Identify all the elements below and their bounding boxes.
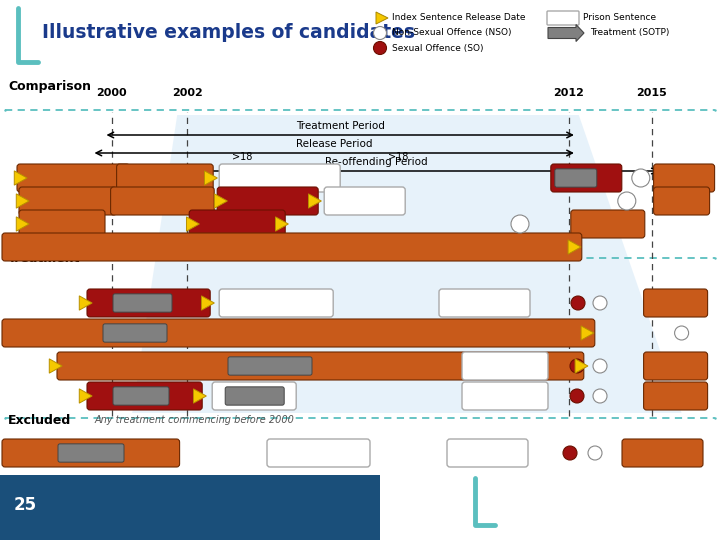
- Ellipse shape: [593, 359, 607, 373]
- Polygon shape: [132, 115, 682, 413]
- FancyBboxPatch shape: [447, 439, 528, 467]
- Polygon shape: [49, 359, 62, 373]
- Ellipse shape: [675, 326, 688, 340]
- Text: 25: 25: [14, 496, 37, 514]
- FancyBboxPatch shape: [551, 164, 622, 192]
- FancyBboxPatch shape: [219, 164, 341, 192]
- Ellipse shape: [588, 446, 602, 460]
- Ellipse shape: [374, 42, 387, 55]
- FancyBboxPatch shape: [87, 382, 202, 410]
- Text: Any treatment commencing before 2000: Any treatment commencing before 2000: [95, 415, 295, 425]
- FancyBboxPatch shape: [462, 382, 548, 410]
- Polygon shape: [17, 217, 29, 231]
- FancyBboxPatch shape: [57, 352, 584, 380]
- FancyBboxPatch shape: [622, 439, 703, 467]
- Text: ≤18: ≤18: [232, 179, 253, 189]
- Polygon shape: [186, 217, 199, 231]
- Text: Non-Sexual Offence (NSO): Non-Sexual Offence (NSO): [392, 29, 511, 37]
- Polygon shape: [194, 389, 207, 403]
- FancyBboxPatch shape: [19, 210, 105, 238]
- FancyBboxPatch shape: [87, 289, 210, 317]
- FancyBboxPatch shape: [654, 187, 710, 215]
- Text: incomplete treatment: incomplete treatment: [266, 336, 374, 346]
- Text: Re-offending Period: Re-offending Period: [325, 157, 428, 167]
- FancyBboxPatch shape: [462, 352, 548, 380]
- Text: 2002: 2002: [172, 88, 202, 98]
- Text: >18: >18: [388, 152, 408, 162]
- FancyBboxPatch shape: [2, 439, 179, 467]
- FancyBboxPatch shape: [439, 289, 530, 317]
- Text: Treatment: Treatment: [8, 252, 81, 265]
- Text: 2012: 2012: [554, 88, 584, 98]
- Text: Treatment Period: Treatment Period: [296, 121, 384, 131]
- Ellipse shape: [563, 446, 577, 460]
- Polygon shape: [568, 240, 581, 254]
- FancyBboxPatch shape: [644, 352, 708, 380]
- Polygon shape: [79, 389, 92, 403]
- Polygon shape: [548, 24, 584, 42]
- FancyBboxPatch shape: [571, 210, 645, 238]
- Text: 2015: 2015: [636, 88, 667, 98]
- Ellipse shape: [570, 389, 584, 403]
- Text: Excluded: Excluded: [8, 414, 71, 427]
- FancyBboxPatch shape: [103, 324, 167, 342]
- Ellipse shape: [632, 169, 650, 187]
- Polygon shape: [308, 194, 321, 208]
- Text: Index Sentence Release Date: Index Sentence Release Date: [392, 14, 526, 23]
- FancyBboxPatch shape: [111, 187, 215, 215]
- FancyBboxPatch shape: [2, 319, 595, 347]
- Ellipse shape: [570, 359, 584, 373]
- FancyBboxPatch shape: [324, 187, 405, 215]
- FancyBboxPatch shape: [2, 233, 582, 261]
- Ellipse shape: [511, 215, 529, 233]
- FancyBboxPatch shape: [117, 164, 213, 192]
- Text: 2000: 2000: [96, 88, 127, 98]
- FancyBboxPatch shape: [555, 169, 597, 187]
- Polygon shape: [376, 12, 388, 24]
- Polygon shape: [215, 194, 228, 208]
- Text: Prison Sentence: Prison Sentence: [583, 14, 656, 23]
- Ellipse shape: [593, 296, 607, 310]
- FancyBboxPatch shape: [225, 387, 284, 405]
- FancyBboxPatch shape: [113, 294, 172, 312]
- Ellipse shape: [593, 389, 607, 403]
- Ellipse shape: [571, 296, 585, 310]
- Text: Treatment (SOTP): Treatment (SOTP): [590, 29, 670, 37]
- Ellipse shape: [618, 192, 636, 210]
- Polygon shape: [17, 194, 29, 208]
- FancyBboxPatch shape: [212, 382, 296, 410]
- FancyBboxPatch shape: [547, 11, 579, 25]
- FancyBboxPatch shape: [189, 210, 285, 238]
- FancyBboxPatch shape: [58, 444, 124, 462]
- Text: Comparison: Comparison: [8, 80, 91, 93]
- Polygon shape: [204, 171, 217, 185]
- Text: >18: >18: [232, 152, 253, 162]
- FancyBboxPatch shape: [19, 187, 117, 215]
- FancyBboxPatch shape: [17, 164, 130, 192]
- FancyBboxPatch shape: [267, 439, 370, 467]
- FancyBboxPatch shape: [217, 187, 318, 215]
- FancyBboxPatch shape: [228, 357, 312, 375]
- FancyBboxPatch shape: [113, 387, 169, 405]
- Polygon shape: [79, 296, 92, 310]
- FancyBboxPatch shape: [644, 289, 708, 317]
- Text: Sexual Offence (SO): Sexual Offence (SO): [392, 44, 484, 52]
- Text: Release Period: Release Period: [296, 139, 372, 149]
- FancyBboxPatch shape: [644, 382, 708, 410]
- Ellipse shape: [374, 26, 387, 39]
- FancyBboxPatch shape: [219, 289, 333, 317]
- Polygon shape: [202, 296, 215, 310]
- Polygon shape: [575, 359, 588, 373]
- Polygon shape: [14, 171, 27, 185]
- Bar: [0, 475, 380, 540]
- Text: Illustrative examples of candidates: Illustrative examples of candidates: [42, 23, 415, 42]
- Polygon shape: [276, 217, 288, 231]
- FancyBboxPatch shape: [654, 164, 714, 192]
- Polygon shape: [581, 326, 594, 340]
